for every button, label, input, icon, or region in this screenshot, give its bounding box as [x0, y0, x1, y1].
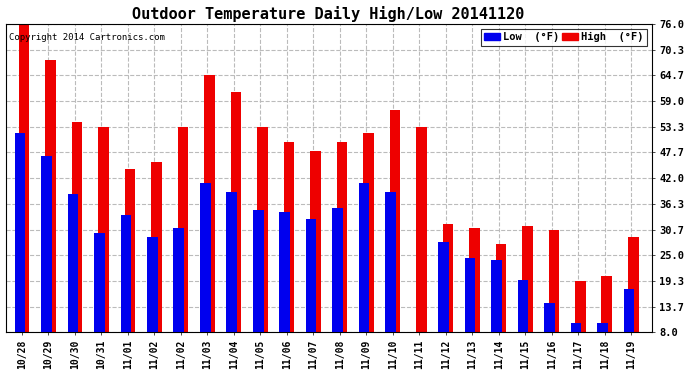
Bar [363, 133, 374, 369]
Bar [68, 194, 78, 369]
Bar [438, 242, 449, 369]
Bar [469, 228, 480, 369]
Bar [333, 208, 343, 369]
Bar [310, 151, 321, 369]
Bar [121, 214, 131, 369]
Bar [359, 183, 369, 369]
Bar [147, 237, 157, 369]
Bar [491, 260, 502, 369]
Bar [284, 142, 294, 369]
Bar [98, 127, 109, 369]
Bar [416, 127, 426, 369]
Bar [390, 110, 400, 369]
Bar [151, 162, 162, 369]
Bar [14, 133, 25, 369]
Bar [518, 280, 529, 369]
Bar [571, 323, 582, 369]
Bar [544, 303, 555, 369]
Text: Copyright 2014 Cartronics.com: Copyright 2014 Cartronics.com [9, 33, 165, 42]
Bar [46, 60, 56, 369]
Bar [125, 169, 135, 369]
Bar [226, 192, 237, 369]
Bar [41, 156, 52, 369]
Bar [279, 212, 290, 369]
Bar [412, 332, 422, 369]
Bar [253, 210, 264, 369]
Bar [628, 237, 638, 369]
Title: Outdoor Temperature Daily High/Low 20141120: Outdoor Temperature Daily High/Low 20141… [132, 6, 525, 21]
Bar [602, 276, 612, 369]
Bar [72, 122, 82, 369]
Bar [200, 183, 210, 369]
Bar [624, 290, 634, 369]
Bar [495, 244, 506, 369]
Bar [257, 127, 268, 369]
Bar [385, 192, 396, 369]
Bar [204, 75, 215, 369]
Bar [94, 232, 105, 369]
Bar [337, 142, 347, 369]
Bar [442, 224, 453, 369]
Bar [465, 258, 475, 369]
Bar [230, 92, 241, 369]
Bar [549, 230, 559, 369]
Bar [306, 219, 317, 369]
Bar [575, 281, 586, 369]
Bar [178, 127, 188, 369]
Bar [19, 24, 30, 369]
Bar [598, 323, 608, 369]
Bar [522, 226, 533, 369]
Legend: Low  (°F), High  (°F): Low (°F), High (°F) [481, 29, 647, 46]
Bar [173, 228, 184, 369]
